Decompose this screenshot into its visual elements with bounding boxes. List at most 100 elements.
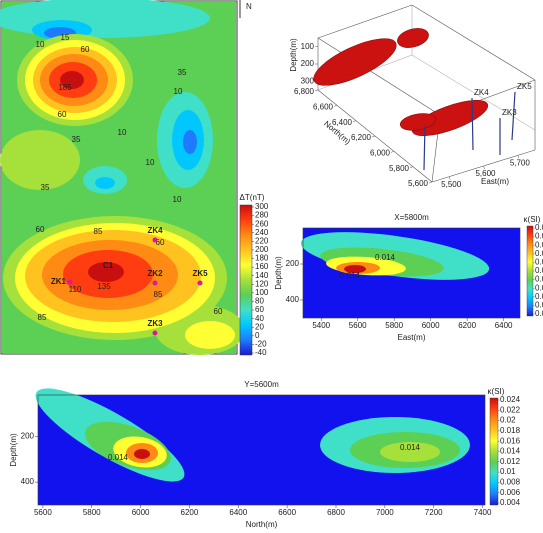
anomaly-zone: [95, 177, 115, 189]
colorbar-tick-label: 180: [255, 254, 269, 263]
x-tick-label: 6000: [132, 508, 150, 517]
colorbar-tick-label: 280: [255, 211, 269, 220]
contour-label: 110: [69, 285, 82, 294]
colorbar-tick-label: 0.02: [535, 240, 543, 249]
tick: [314, 89, 319, 92]
x-tick-label: 6000: [422, 321, 440, 330]
borehole: [152, 330, 158, 336]
borehole-label: ZK4: [474, 88, 489, 97]
x-tick-label: 5800: [385, 321, 403, 330]
contour-label: 10: [146, 158, 155, 167]
contour-label: 10: [174, 87, 183, 96]
anomaly-zone: [185, 321, 235, 349]
x-tick-label: 6200: [181, 508, 199, 517]
north-label: N: [246, 2, 252, 11]
contour-label: 60: [156, 238, 165, 247]
borehole: [197, 280, 203, 286]
borehole-label: ZK3: [502, 108, 517, 117]
x-tick-label: 7000: [376, 508, 394, 517]
borehole-label: ZK3: [147, 319, 163, 328]
anomaly-zone: [0, 130, 80, 190]
x-axis-label: North(m): [246, 520, 278, 529]
x-tick-label: 6400: [229, 508, 247, 517]
colorbar-tick-label: 0.018: [535, 249, 543, 258]
colorbar-tick-label: 0.02: [500, 416, 516, 425]
borehole-label: ZK2: [147, 269, 163, 278]
tick: [333, 105, 338, 107]
contour-label: 185: [58, 83, 72, 92]
tick: [483, 165, 485, 170]
colorbar-tick-label: 0.008: [500, 478, 521, 487]
colorbar-tick-label: 0.008: [535, 292, 543, 301]
borehole: [423, 124, 426, 171]
contour-label: 0.014: [375, 253, 396, 262]
colorbar-label: ΔT(nT): [240, 193, 265, 202]
anomaly-zone: [134, 449, 150, 459]
colorbar-tick-label: 0.01: [535, 283, 543, 292]
contour-label: 60: [81, 45, 90, 54]
y-axis-label: Depth(m): [9, 433, 18, 467]
y-tick-label: 6,800: [294, 87, 315, 96]
colorbar-tick-label: 160: [255, 262, 269, 271]
borehole: [152, 280, 158, 286]
colorbar-tick-label: 0.024: [500, 395, 521, 404]
borehole: [152, 237, 158, 243]
colorbar-tick-label: 0.006: [500, 488, 521, 497]
section-title: X=5800m: [394, 213, 429, 222]
y-tick-label: 6,400: [332, 118, 353, 127]
y-tick-label: 400: [21, 477, 35, 486]
x-tick-label: 5,700: [510, 158, 531, 167]
colorbar-tick-label: 0.012: [535, 275, 543, 284]
colorbar-tick-label: 240: [255, 228, 269, 237]
y-tick-label: 6,600: [313, 102, 334, 111]
contour-label: 0.014: [108, 453, 129, 462]
contour-label: 35: [72, 135, 81, 144]
colorbar-tick-label: -40: [255, 348, 267, 357]
colorbar-tick-label: 80: [255, 297, 264, 306]
anomaly-zone: [60, 71, 84, 89]
borehole-label: ZK5: [517, 82, 532, 91]
z-tick-label: 300: [301, 76, 315, 85]
box-edge: [317, 4, 413, 39]
x-axis-label: East(m): [398, 333, 426, 342]
x-tick-label: 5400: [312, 321, 330, 330]
borehole: [67, 279, 73, 285]
y-tick-label: 6,000: [370, 148, 391, 157]
colorbar-tick-label: 140: [255, 271, 269, 280]
colorbar-tick-label: 20: [255, 322, 264, 331]
colorbar-label: κ(SI): [488, 387, 505, 396]
y-axis-label: Depth(m): [274, 256, 283, 290]
x-tick-label: 7200: [425, 508, 443, 517]
x-tick-label: 5,600: [475, 169, 496, 178]
contour-label: 10: [118, 128, 127, 137]
plot-frame: [37, 394, 486, 506]
colorbar-tick-label: 0.004: [500, 498, 521, 507]
colorbar-tick-label: 0: [255, 331, 260, 340]
tick: [371, 135, 376, 138]
anomaly-zone: [344, 265, 366, 273]
x-tick-label: 6800: [327, 508, 345, 517]
colorbar-tick-label: 100: [255, 288, 269, 297]
borehole-label: ZK5: [192, 269, 208, 278]
colorbar-tick-label: 120: [255, 279, 269, 288]
contour-label: 10: [173, 195, 182, 204]
contour-label: 85: [154, 290, 163, 299]
contour-label: 135: [97, 282, 111, 291]
borehole: [471, 97, 474, 151]
anomaly-zone: [380, 442, 440, 462]
contour-label: 0.014: [400, 443, 421, 452]
contour-label: 35: [41, 183, 50, 192]
contour-label: 10: [36, 40, 45, 49]
contour-label: 60: [214, 307, 223, 316]
tick: [428, 181, 433, 184]
colorbar-tick-label: 220: [255, 236, 269, 245]
box-edge: [411, 54, 536, 131]
colorbar-label: κ(SI): [524, 215, 541, 224]
tick: [409, 166, 414, 168]
contour-label: 85: [38, 313, 47, 322]
y-tick-label: 400: [286, 295, 300, 304]
orebody: [313, 38, 397, 86]
anomaly-zone: [88, 262, 124, 282]
box-edge: [317, 37, 441, 116]
